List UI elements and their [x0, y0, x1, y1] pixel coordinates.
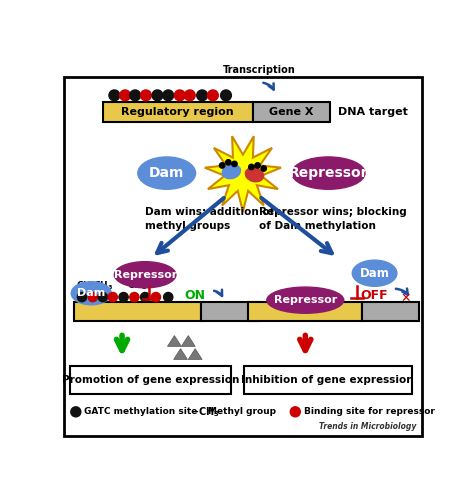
Circle shape	[290, 407, 301, 417]
Circle shape	[151, 292, 161, 302]
Circle shape	[71, 407, 81, 417]
Circle shape	[232, 161, 237, 167]
Circle shape	[130, 292, 139, 302]
Circle shape	[220, 90, 231, 101]
Ellipse shape	[222, 165, 240, 178]
Circle shape	[197, 90, 208, 101]
Text: $\mathbf{CH_3}$: $\mathbf{CH_3}$	[128, 280, 147, 292]
FancyBboxPatch shape	[248, 303, 362, 321]
FancyBboxPatch shape	[362, 303, 419, 321]
Text: Dam wins; addition of
methyl groups: Dam wins; addition of methyl groups	[145, 207, 274, 231]
Text: Repressor: Repressor	[273, 295, 337, 305]
Circle shape	[163, 90, 173, 101]
Text: Methyl group: Methyl group	[208, 407, 276, 416]
Ellipse shape	[71, 282, 111, 305]
Text: Dam: Dam	[77, 288, 105, 298]
Text: Inhibition of gene expression: Inhibition of gene expression	[241, 375, 414, 385]
Circle shape	[174, 90, 185, 101]
Text: $\mathbf{CH_3}$: $\mathbf{CH_3}$	[76, 280, 96, 292]
FancyBboxPatch shape	[244, 366, 411, 394]
Text: ✕: ✕	[400, 292, 410, 305]
Text: Repressor: Repressor	[289, 166, 368, 180]
FancyBboxPatch shape	[201, 303, 259, 321]
Circle shape	[261, 166, 266, 171]
Circle shape	[184, 90, 195, 101]
Circle shape	[77, 292, 87, 302]
Text: Gene X: Gene X	[269, 106, 314, 116]
Ellipse shape	[246, 168, 264, 182]
Circle shape	[140, 292, 150, 302]
Polygon shape	[205, 136, 281, 211]
FancyBboxPatch shape	[103, 102, 253, 122]
Text: Dam: Dam	[360, 267, 390, 280]
Ellipse shape	[114, 262, 176, 288]
Circle shape	[119, 292, 128, 302]
Text: Dam: Dam	[149, 166, 184, 180]
Circle shape	[98, 292, 108, 302]
Circle shape	[219, 163, 225, 168]
Circle shape	[120, 90, 130, 101]
Circle shape	[109, 90, 120, 101]
Text: Regulatory region: Regulatory region	[121, 106, 234, 116]
Polygon shape	[182, 336, 195, 347]
Text: GATC methylation site: GATC methylation site	[83, 407, 197, 416]
Text: Repressor: Repressor	[113, 270, 177, 280]
Polygon shape	[188, 349, 202, 359]
Circle shape	[140, 90, 151, 101]
Circle shape	[255, 163, 260, 168]
Circle shape	[249, 164, 254, 170]
Circle shape	[152, 90, 163, 101]
FancyBboxPatch shape	[74, 303, 201, 321]
FancyBboxPatch shape	[253, 102, 330, 122]
Ellipse shape	[292, 157, 365, 189]
Circle shape	[208, 90, 219, 101]
Circle shape	[130, 90, 140, 101]
Text: DNA target: DNA target	[337, 106, 408, 116]
Polygon shape	[167, 336, 182, 347]
Text: $\mathbf{CH_3}$: $\mathbf{CH_3}$	[93, 280, 113, 292]
Text: OFF: OFF	[361, 289, 388, 302]
Circle shape	[88, 292, 97, 302]
Text: Transcription: Transcription	[223, 65, 295, 75]
FancyBboxPatch shape	[70, 366, 231, 394]
Circle shape	[164, 292, 173, 302]
Ellipse shape	[138, 157, 196, 189]
Ellipse shape	[267, 287, 344, 313]
Text: Repressor wins; blocking
of Dam methylation: Repressor wins; blocking of Dam methylat…	[259, 207, 407, 231]
Ellipse shape	[352, 260, 397, 286]
Text: $\mathbf{-CH_3}$: $\mathbf{-CH_3}$	[190, 405, 219, 419]
Circle shape	[108, 292, 118, 302]
Text: Promotion of gene expression: Promotion of gene expression	[62, 375, 239, 385]
Text: Binding site for repressor: Binding site for repressor	[304, 407, 435, 416]
Text: ON: ON	[185, 289, 206, 302]
Text: Trends in Microbiology: Trends in Microbiology	[319, 422, 416, 431]
FancyBboxPatch shape	[64, 77, 421, 436]
Circle shape	[226, 160, 231, 165]
Polygon shape	[173, 349, 188, 359]
